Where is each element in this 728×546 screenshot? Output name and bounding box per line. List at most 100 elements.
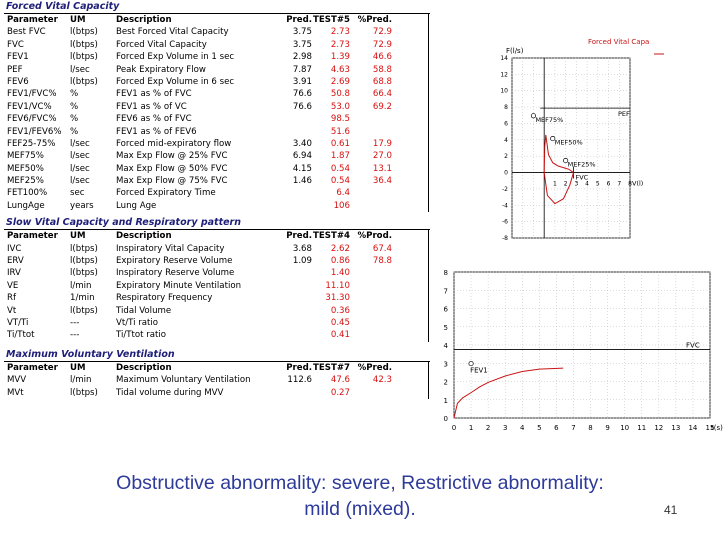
x-tick-label: 14 xyxy=(688,424,697,432)
slow-table: Parameter UM Description Pred. TEST#4 %P… xyxy=(4,230,430,342)
cell-um: --- xyxy=(70,317,80,328)
x-tick-label: 12 xyxy=(654,424,663,432)
cell-param: VE xyxy=(7,280,19,291)
x-tick-label: 15 xyxy=(706,424,715,432)
y-tick-label: 8 xyxy=(444,269,448,277)
cell-test: 0.27 xyxy=(330,387,350,398)
plot-frame xyxy=(511,57,631,239)
cell-desc: Best Forced Vital Capacity xyxy=(116,27,229,38)
conclusion-line-2: mild (mixed). xyxy=(304,498,416,520)
cell-pred: 4.15 xyxy=(292,163,312,174)
x-tick-label: 4 xyxy=(585,181,589,188)
x-tick-label: 8 xyxy=(628,181,632,188)
cell-pred: 6.94 xyxy=(292,151,312,162)
cell-test: 0.36 xyxy=(330,305,350,316)
cell-um: l/sec xyxy=(70,176,90,187)
mvv-table: Parameter UM Description Pred. TEST#7 %P… xyxy=(4,361,430,399)
cell-test: 0.41 xyxy=(330,330,350,341)
cell-pct: 58.8 xyxy=(372,64,392,75)
cell-test: 2.73 xyxy=(330,39,350,50)
cell-test: 0.45 xyxy=(330,317,350,328)
forced-section-title: Forced Vital Capacity xyxy=(6,1,120,12)
cell-param: LungAge xyxy=(7,200,45,211)
conclusion-text: Obstructive abnormality: severe, Restric… xyxy=(30,470,690,522)
y-tick-label: 8 xyxy=(504,104,508,111)
cell-param: IRV xyxy=(7,268,21,279)
cell-pred: 3.75 xyxy=(292,39,312,50)
header-param: Parameter xyxy=(7,362,58,373)
header-desc: Description xyxy=(116,15,172,25)
x-tick-label: 5 xyxy=(596,181,600,188)
cell-um: l(btps) xyxy=(70,268,98,279)
cell-test: 4.63 xyxy=(330,64,350,75)
divider xyxy=(4,13,430,14)
cell-desc: Vt/Ti ratio xyxy=(116,317,159,328)
cell-test: 0.86 xyxy=(330,256,350,267)
cell-test: 98.5 xyxy=(330,114,350,125)
marker-point xyxy=(468,361,474,367)
forced-table: Parameter UM Description Pred. TEST#5 %P… xyxy=(4,14,430,213)
spirometry-report: Forced Vital Capacity Parameter UM Descr… xyxy=(4,0,430,399)
y-tick-label: 7 xyxy=(444,287,448,295)
header-pred: Pred. xyxy=(286,231,312,242)
cell-um: % xyxy=(70,126,79,137)
cell-param: FEV6 xyxy=(7,76,29,87)
cell-test: 11.10 xyxy=(325,280,350,291)
marker-point xyxy=(563,158,569,164)
x-tick-label: 0 xyxy=(452,424,456,432)
cell-param: MVV xyxy=(7,375,27,386)
table-row: FEV1/FVC%% FEV1 as % of FVC 76.6 50.8 66.4 xyxy=(4,88,430,100)
cell-pred: 3.68 xyxy=(292,243,312,254)
slow-section-title: Slow Vital Capacity and Respiratory patt… xyxy=(6,217,241,229)
header-desc: Description xyxy=(116,362,172,373)
cell-desc: Tidal Volume xyxy=(116,305,172,316)
cell-um: l/sec xyxy=(70,163,90,174)
x-tick-label: 10 xyxy=(620,424,629,432)
table-border xyxy=(428,14,429,213)
volume-time-chart: 0 1 2 3 4 5 6 7 8 0 1 2 3 4 5 6 7 8 9 10 11 12 13 14 15 t(s) FVC FE… xyxy=(428,266,724,446)
marker-label: MEF50% xyxy=(555,139,583,147)
x-tick-label: 8 xyxy=(588,424,592,432)
cell-param: Vt xyxy=(7,305,17,316)
table-row: MEF25% l/sec Max Exp Flow @ 75% FVC 1.46 0.5… xyxy=(4,175,430,187)
x-tick-label: 2 xyxy=(486,424,490,432)
cell-pred: 76.6 xyxy=(292,101,312,112)
y-tick-label: -6 xyxy=(502,219,508,226)
table-row: LungAge years Lung Age 106 xyxy=(4,200,430,212)
marker-point xyxy=(550,136,556,142)
table-row: Vt l(btps) Tidal Volume 0.36 xyxy=(4,305,430,317)
chart-title: Forced Vital Capa xyxy=(588,38,649,46)
cell-desc: Forced mid-expiratory flow xyxy=(116,138,232,149)
cell-test: 53.0 xyxy=(330,101,350,112)
table-border xyxy=(428,230,429,342)
header-pred: Pred. xyxy=(286,15,312,25)
cell-test: 106 xyxy=(333,200,350,211)
flow-volume-curve xyxy=(543,134,574,173)
cell-desc: Max Exp Flow @ 75% FVC xyxy=(116,176,228,187)
cell-param: FVC xyxy=(7,39,24,50)
table-row: Ti/Ttot --- Ti/Ttot ratio 0.41 xyxy=(4,329,430,341)
header-um: UM xyxy=(70,15,86,25)
table-row: FET100% sec Forced Expiratory Time 6.4 xyxy=(4,187,430,199)
header-desc: Description xyxy=(116,231,172,242)
cell-desc: Inspiratory Reserve Volume xyxy=(116,268,235,279)
table-row: IVC l(btps) Inspiratory Vital Capacity 3.68… xyxy=(4,243,430,255)
x-tick-label: 1 xyxy=(469,424,473,432)
cell-um: % xyxy=(70,101,79,112)
y-tick-label: 6 xyxy=(444,306,449,314)
x-tick-label: 1 xyxy=(553,181,557,188)
cell-um: l/sec xyxy=(70,64,90,75)
x-axis-label: t(s) xyxy=(711,424,723,432)
cell-pct: 66.4 xyxy=(372,89,392,100)
cell-test: 2.69 xyxy=(330,76,350,87)
header-test: TEST#4 xyxy=(313,231,350,242)
table-row: FEV6 l(btps) Forced Exp Volume in 6 sec 3.9… xyxy=(4,76,430,88)
table-row: FEV1/VC%% FEV1 as % of VC 76.6 53.0 69.2 xyxy=(4,101,430,113)
cell-param: MVt xyxy=(7,387,24,398)
cell-desc: FEV6 as % of FVC xyxy=(116,114,192,125)
cell-pct: 67.4 xyxy=(372,243,392,254)
y-tick-label: 0 xyxy=(504,170,508,177)
cell-pred: 3.40 xyxy=(292,138,312,149)
table-row: MEF75% l/sec Max Exp Flow @ 25% FVC 6.94 1.8… xyxy=(4,150,430,162)
table-header: Parameter UM Description Pred. TEST#5 %P… xyxy=(4,14,430,26)
